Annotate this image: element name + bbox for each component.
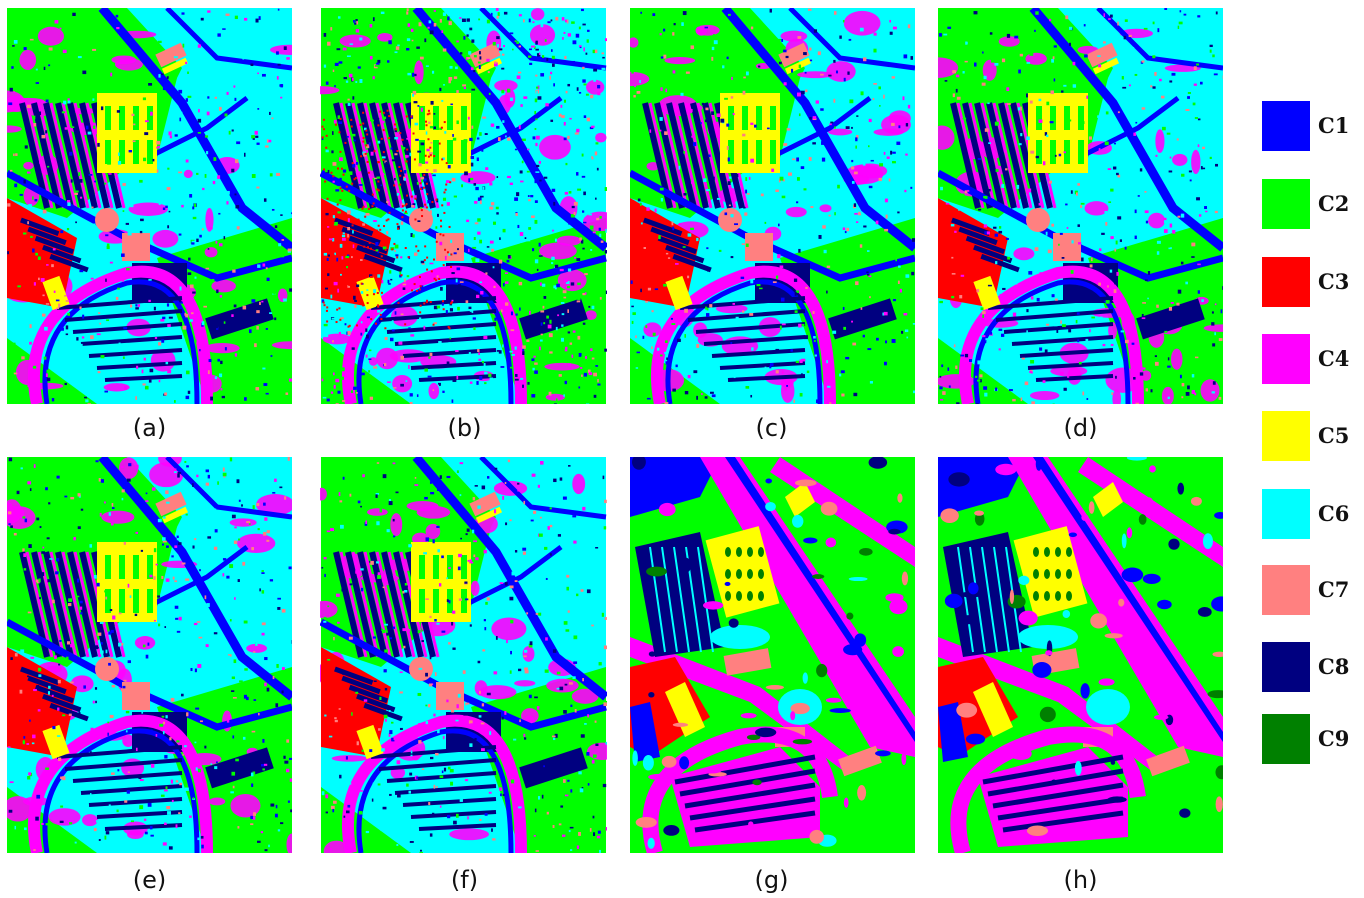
classification-map-g <box>630 457 915 853</box>
panel-c <box>630 8 915 404</box>
caption-h: (h) <box>1063 866 1098 894</box>
legend-label-c3: C3 <box>1318 269 1350 294</box>
legend-label-c8: C8 <box>1318 654 1350 679</box>
classification-map-c <box>630 8 915 404</box>
legend-label-c2: C2 <box>1318 191 1350 216</box>
legend-swatch-c9 <box>1262 714 1310 764</box>
legend-label-c7: C7 <box>1318 577 1350 602</box>
legend-swatch-c5 <box>1262 411 1310 461</box>
classification-map-a <box>7 8 292 404</box>
legend-label-c5: C5 <box>1318 423 1350 448</box>
legend-label-c9: C9 <box>1318 726 1350 751</box>
legend-swatch-c7 <box>1262 565 1310 615</box>
classification-map-e <box>7 457 292 853</box>
classification-map-f <box>320 457 607 853</box>
classification-map-d <box>938 8 1223 404</box>
caption-d: (d) <box>1063 414 1098 442</box>
legend-swatch-c2 <box>1262 179 1310 229</box>
panel-h <box>938 457 1223 853</box>
caption-g: (g) <box>754 866 789 894</box>
classification-map-h <box>938 457 1223 853</box>
panel-e <box>7 457 292 853</box>
legend-swatch-c4 <box>1262 334 1310 384</box>
panel-a <box>7 8 292 404</box>
caption-c: (c) <box>755 414 788 442</box>
classification-map-b <box>320 8 607 404</box>
legend-label-c6: C6 <box>1318 501 1350 526</box>
legend-swatch-c6 <box>1262 489 1310 539</box>
legend-swatch-c3 <box>1262 257 1310 307</box>
caption-a: (a) <box>132 414 167 442</box>
panel-f <box>320 457 607 853</box>
legend-label-c1: C1 <box>1318 113 1350 138</box>
caption-e: (e) <box>132 866 167 894</box>
caption-b: (b) <box>447 414 482 442</box>
panel-b <box>320 8 607 404</box>
caption-f: (f) <box>450 866 479 894</box>
legend-label-c4: C4 <box>1318 346 1350 371</box>
legend-swatch-c8 <box>1262 642 1310 692</box>
panel-g <box>630 457 915 853</box>
legend-swatch-c1 <box>1262 101 1310 151</box>
panel-d <box>938 8 1223 404</box>
